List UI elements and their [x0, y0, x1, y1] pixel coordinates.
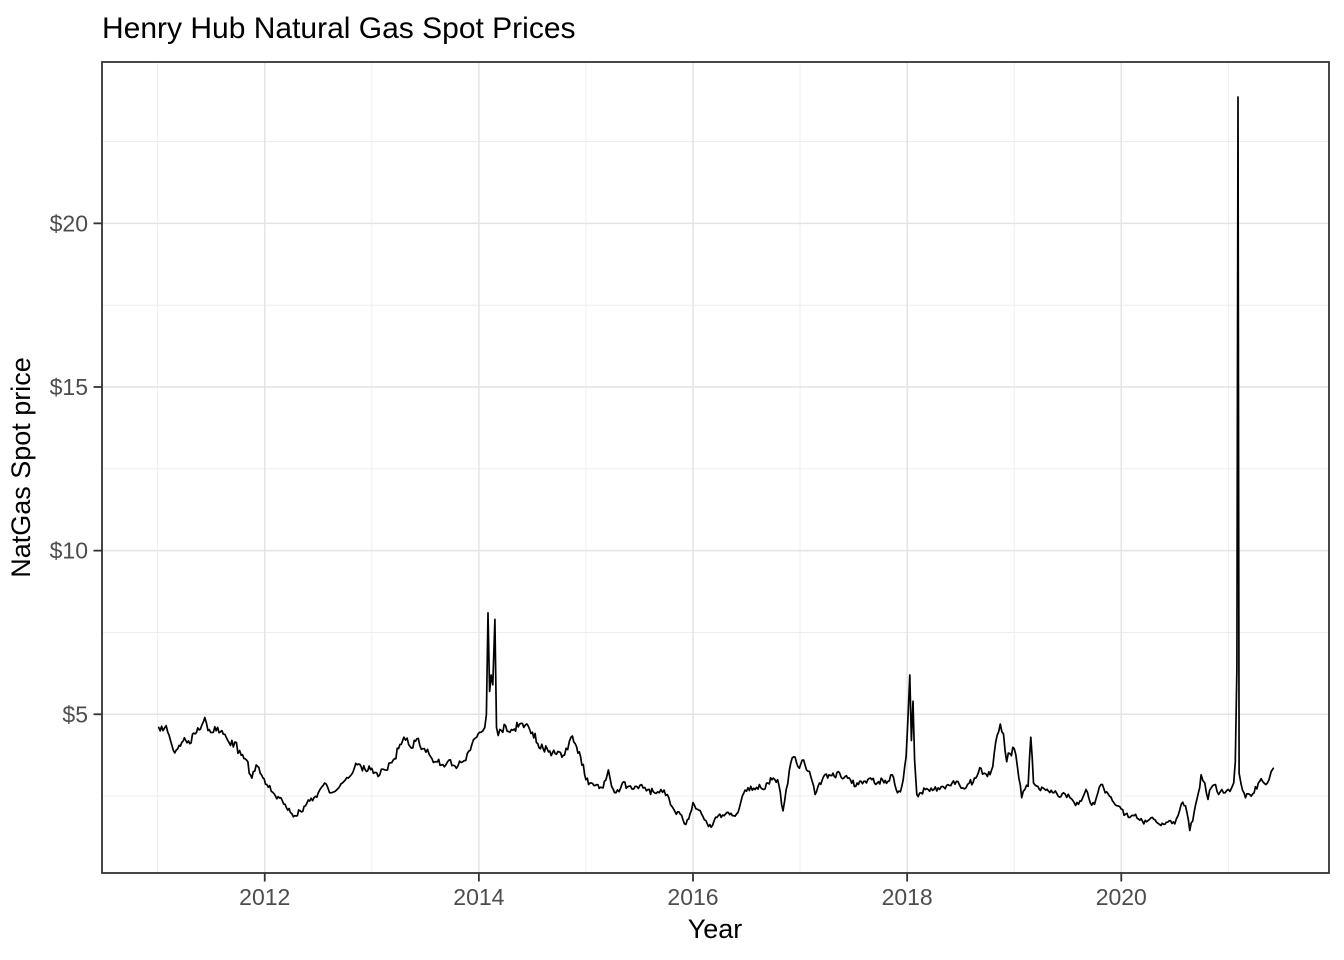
x-tick-label: 2012 [239, 884, 290, 910]
x-tick-label: 2018 [882, 884, 933, 910]
plot-panel [102, 62, 1329, 873]
y-tick-label: $20 [50, 210, 88, 236]
x-tick-label: 2016 [667, 884, 718, 910]
minor-gridlines [102, 62, 1329, 873]
major-gridlines [102, 62, 1329, 873]
x-tick-label: 2014 [453, 884, 504, 910]
panel-border [101, 61, 1330, 874]
y-tick-label: $5 [62, 701, 88, 727]
chart-title: Henry Hub Natural Gas Spot Prices [102, 12, 576, 45]
y-tick-label: $10 [50, 538, 88, 564]
x-axis-title: Year [688, 914, 743, 944]
price-line-series [157, 96, 1275, 832]
axis-ticks [93, 222, 1123, 882]
x-tick-label: 2020 [1096, 884, 1147, 910]
y-axis-title: NatGas Spot price [6, 357, 36, 578]
axis-tick-labels: 2012 2014 2016 2018 2020 $5 $10 $15 $20 [50, 210, 1147, 910]
y-tick-label: $15 [50, 374, 88, 400]
